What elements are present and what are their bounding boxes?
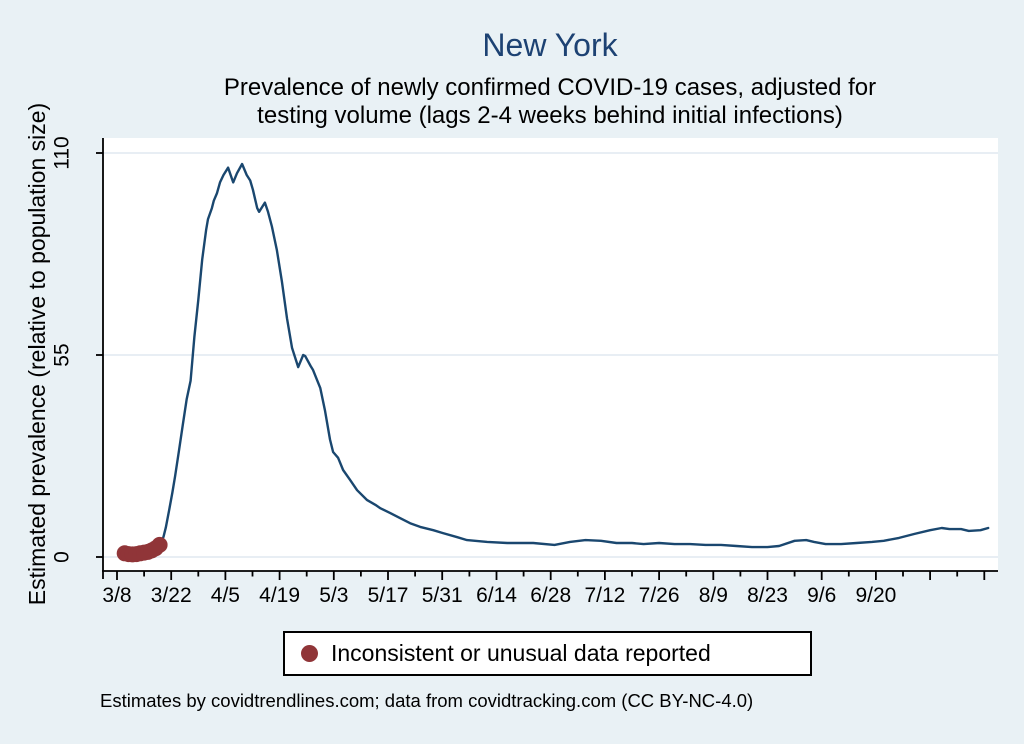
x-tick-label: 3/8 xyxy=(102,584,131,607)
y-tick-label: 55 xyxy=(51,343,74,366)
unusual-data-markers xyxy=(116,536,168,563)
x-tick-label: 6/28 xyxy=(530,584,571,607)
x-tick-label: 5/17 xyxy=(368,584,409,607)
y-tick-label: 110 xyxy=(51,136,74,169)
axes xyxy=(96,138,998,580)
chart-subtitle-line1: Prevalence of newly confirmed COVID-19 c… xyxy=(223,74,877,101)
x-tick-label: 7/26 xyxy=(639,584,680,607)
chart-subtitle: Prevalence of newly confirmed COVID-19 c… xyxy=(63,74,1024,130)
legend-box: Inconsistent or unusual data reported xyxy=(283,631,812,676)
x-tick-label: 8/23 xyxy=(747,584,788,607)
chart-subtitle-line2: testing volume (lags 2-4 weeks behind in… xyxy=(257,102,843,129)
x-tick-label: 8/9 xyxy=(699,584,728,607)
prevalence-line xyxy=(123,162,990,556)
x-tick-label: 9/6 xyxy=(807,584,836,607)
x-tick-label: 3/22 xyxy=(151,584,192,607)
x-tick-label: 4/5 xyxy=(211,584,240,607)
legend-label: Inconsistent or unusual data reported xyxy=(331,640,711,666)
x-tick-label: 9/20 xyxy=(855,584,896,607)
y-tick-label: 0 xyxy=(51,551,74,563)
x-tick-label: 4/19 xyxy=(259,584,300,607)
source-note: Estimates by covidtrendlines.com; data f… xyxy=(100,690,754,711)
x-tick-label: 7/12 xyxy=(584,584,625,607)
y-axis-title: Estimated prevalence (relative to popula… xyxy=(24,102,50,606)
x-tick-label: 5/3 xyxy=(319,584,348,607)
y-gridlines xyxy=(103,152,998,558)
x-tick-label: 6/14 xyxy=(476,584,517,607)
chart-title: New York xyxy=(482,27,618,63)
axis-labels: 0 55 110 3/8 3/22 4/5 4/19 5/3 5/17 5/31 6/14 6/28 7… xyxy=(51,136,897,607)
x-tick-label: 5/31 xyxy=(422,584,463,607)
unusual-data-marker-icon xyxy=(301,645,318,662)
